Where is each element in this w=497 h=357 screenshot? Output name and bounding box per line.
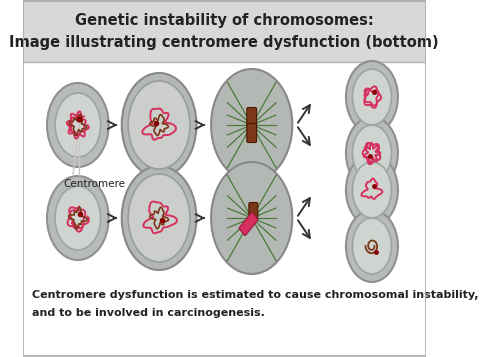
Text: Centromere: Centromere — [63, 179, 125, 189]
Ellipse shape — [211, 162, 292, 274]
Ellipse shape — [47, 83, 109, 167]
Ellipse shape — [55, 93, 100, 157]
Bar — [22, 0, 426, 62]
FancyBboxPatch shape — [247, 107, 256, 126]
Ellipse shape — [346, 154, 398, 226]
Ellipse shape — [352, 69, 392, 125]
Ellipse shape — [352, 162, 392, 218]
Ellipse shape — [128, 174, 190, 262]
Ellipse shape — [346, 210, 398, 282]
Ellipse shape — [352, 218, 392, 274]
Text: Image illustrating centromere dysfunction (bottom): Image illustrating centromere dysfunctio… — [9, 35, 439, 50]
FancyBboxPatch shape — [247, 124, 256, 142]
FancyBboxPatch shape — [239, 212, 258, 236]
Ellipse shape — [122, 166, 196, 270]
Text: Genetic instability of chromosomes:: Genetic instability of chromosomes: — [75, 12, 373, 27]
FancyBboxPatch shape — [249, 202, 258, 220]
Ellipse shape — [55, 186, 100, 250]
Ellipse shape — [346, 61, 398, 133]
Ellipse shape — [122, 73, 196, 177]
Ellipse shape — [211, 69, 292, 181]
Ellipse shape — [128, 81, 190, 169]
Ellipse shape — [47, 176, 109, 260]
Ellipse shape — [352, 125, 392, 181]
Text: and to be involved in carcinogenesis.: and to be involved in carcinogenesis. — [32, 308, 265, 318]
Ellipse shape — [346, 117, 398, 189]
Text: Centromere dysfunction is estimated to cause chromosomal instability,: Centromere dysfunction is estimated to c… — [32, 290, 479, 300]
